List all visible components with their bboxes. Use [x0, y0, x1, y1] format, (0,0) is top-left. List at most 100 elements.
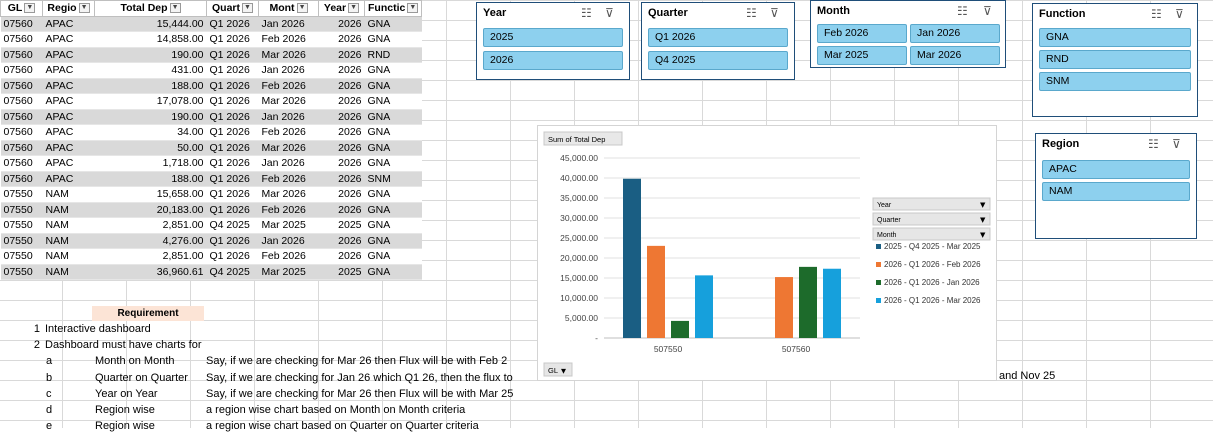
slicer-item[interactable]: 2026 — [483, 51, 623, 70]
table-cell[interactable]: Q1 2026 — [206, 93, 259, 110]
bar[interactable] — [775, 277, 793, 338]
slicer-item[interactable]: APAC — [1042, 160, 1190, 179]
table-cell[interactable]: Q1 2026 — [206, 186, 259, 203]
slicer-item[interactable]: 2025 — [483, 28, 623, 47]
table-cell[interactable]: 07550 — [0, 233, 43, 249]
table-cell[interactable]: Q1 2026 — [206, 62, 259, 79]
table-cell[interactable]: 2026 — [318, 233, 365, 249]
table-cell[interactable]: SNM — [364, 171, 422, 187]
table-cell[interactable]: Feb 2026 — [258, 202, 319, 218]
table-cell[interactable]: Q1 2026 — [206, 248, 259, 265]
filter-dropdown-icon[interactable]: ▼ — [242, 3, 253, 14]
table-cell[interactable]: 2026 — [318, 248, 365, 265]
region-slicer[interactable]: Region ☷ ⊽ APAC NAM — [1035, 133, 1197, 239]
table-cell[interactable]: 07560 — [0, 140, 43, 156]
table-cell[interactable]: GNA — [364, 248, 422, 265]
table-cell[interactable]: GNA — [364, 16, 422, 32]
table-cell[interactable]: Q4 2025 — [206, 217, 259, 234]
table-cell[interactable]: Q1 2026 — [206, 16, 259, 32]
table-cell[interactable]: APAC — [42, 78, 95, 94]
table-cell[interactable]: GNA — [364, 186, 422, 203]
table-cell[interactable]: Jan 2026 — [258, 62, 319, 79]
table-cell[interactable]: 2026 — [318, 140, 365, 156]
table-cell[interactable]: Q1 2026 — [206, 233, 259, 249]
table-cell[interactable]: 07550 — [0, 217, 43, 234]
table-cell[interactable]: 2,851.00 — [94, 248, 207, 265]
table-cell[interactable]: NAM — [42, 217, 95, 234]
clear-filter-icon[interactable]: ⊽ — [1172, 137, 1181, 151]
table-cell[interactable]: 07560 — [0, 62, 43, 79]
chart-title-button[interactable] — [543, 131, 623, 146]
table-cell[interactable]: 07560 — [0, 78, 43, 94]
table-cell[interactable]: 2026 — [318, 155, 365, 172]
slicer-item[interactable]: SNM — [1039, 72, 1191, 91]
table-cell[interactable]: Feb 2026 — [258, 171, 319, 187]
table-cell[interactable]: 14,858.00 — [94, 31, 207, 48]
table-cell[interactable]: 188.00 — [94, 171, 207, 187]
table-cell[interactable]: Mar 2025 — [258, 217, 319, 234]
field-button[interactable] — [872, 197, 991, 211]
clear-filter-icon[interactable]: ⊽ — [983, 4, 992, 18]
table-cell[interactable]: GNA — [364, 93, 422, 110]
table-cell[interactable]: 17,078.00 — [94, 93, 207, 110]
filter-dropdown-icon[interactable]: ▼ — [296, 3, 308, 14]
table-cell[interactable]: APAC — [42, 62, 95, 79]
table-cell[interactable]: 50.00 — [94, 140, 207, 156]
table-cell[interactable]: 07560 — [0, 155, 43, 172]
bar[interactable] — [647, 245, 665, 338]
slicer-item[interactable]: NAM — [1042, 182, 1190, 201]
table-cell[interactable]: Q1 2026 — [206, 78, 259, 94]
field-button[interactable] — [872, 227, 991, 241]
table-cell[interactable]: Q1 2026 — [206, 140, 259, 156]
multi-select-icon[interactable]: ☷ — [957, 4, 968, 18]
slicer-item[interactable]: Q1 2026 — [648, 28, 788, 47]
multi-select-icon[interactable]: ☷ — [1151, 7, 1162, 21]
slicer-item[interactable]: Mar 2025 — [817, 46, 907, 65]
table-cell[interactable]: Jan 2026 — [258, 16, 319, 32]
table-cell[interactable]: Feb 2026 — [258, 248, 319, 265]
table-cell[interactable]: 190.00 — [94, 47, 207, 63]
table-cell[interactable]: 07560 — [0, 171, 43, 187]
table-cell[interactable]: APAC — [42, 93, 95, 110]
table-cell[interactable]: 4,276.00 — [94, 233, 207, 249]
slicer-item[interactable]: Mar 2026 — [910, 46, 1000, 65]
table-cell[interactable]: NAM — [42, 202, 95, 218]
table-cell[interactable]: Mar 2026 — [258, 140, 319, 156]
filter-dropdown-icon[interactable]: ▼ — [24, 3, 36, 14]
table-cell[interactable]: NAM — [42, 248, 95, 265]
bar[interactable] — [623, 178, 641, 338]
table-cell[interactable]: APAC — [42, 47, 95, 63]
slicer-item[interactable]: GNA — [1039, 28, 1191, 47]
table-cell[interactable]: NAM — [42, 186, 95, 203]
table-cell[interactable]: 1,718.00 — [94, 155, 207, 172]
table-cell[interactable]: APAC — [42, 124, 95, 141]
filter-dropdown-icon[interactable]: ▼ — [169, 3, 181, 14]
table-cell[interactable]: 07560 — [0, 31, 43, 48]
table-cell[interactable]: Mar 2026 — [258, 93, 319, 110]
function-slicer[interactable]: Function ☷ ⊽ GNA RND SNM — [1032, 3, 1198, 117]
slicer-item[interactable]: Feb 2026 — [817, 24, 907, 43]
filter-dropdown-icon[interactable]: ▼ — [407, 3, 419, 14]
table-cell[interactable]: Jan 2026 — [258, 155, 319, 172]
dropdown-icon[interactable]: ▼ — [561, 367, 566, 375]
table-cell[interactable]: 2025 — [318, 217, 365, 234]
clear-filter-icon[interactable]: ⊽ — [605, 6, 614, 20]
table-cell[interactable]: GNA — [364, 233, 422, 249]
table-cell[interactable]: APAC — [42, 140, 95, 156]
dropdown-icon[interactable]: ▼ — [980, 231, 986, 239]
table-cell[interactable]: RND — [364, 47, 422, 63]
table-cell[interactable]: GNA — [364, 264, 422, 280]
table-cell[interactable]: 2026 — [318, 62, 365, 79]
table-cell[interactable]: GNA — [364, 62, 422, 79]
table-cell[interactable]: NAM — [42, 233, 95, 249]
axis-field-button[interactable] — [543, 362, 573, 377]
slicer-item[interactable]: Q4 2025 — [648, 51, 788, 70]
table-cell[interactable]: GNA — [364, 155, 422, 172]
bar[interactable] — [695, 275, 713, 338]
table-cell[interactable]: 07550 — [0, 186, 43, 203]
table-cell[interactable]: APAC — [42, 16, 95, 32]
table-cell[interactable]: 190.00 — [94, 109, 207, 125]
dropdown-icon[interactable]: ▼ — [980, 216, 986, 224]
table-cell[interactable]: 07560 — [0, 16, 43, 32]
table-cell[interactable]: 2026 — [318, 186, 365, 203]
